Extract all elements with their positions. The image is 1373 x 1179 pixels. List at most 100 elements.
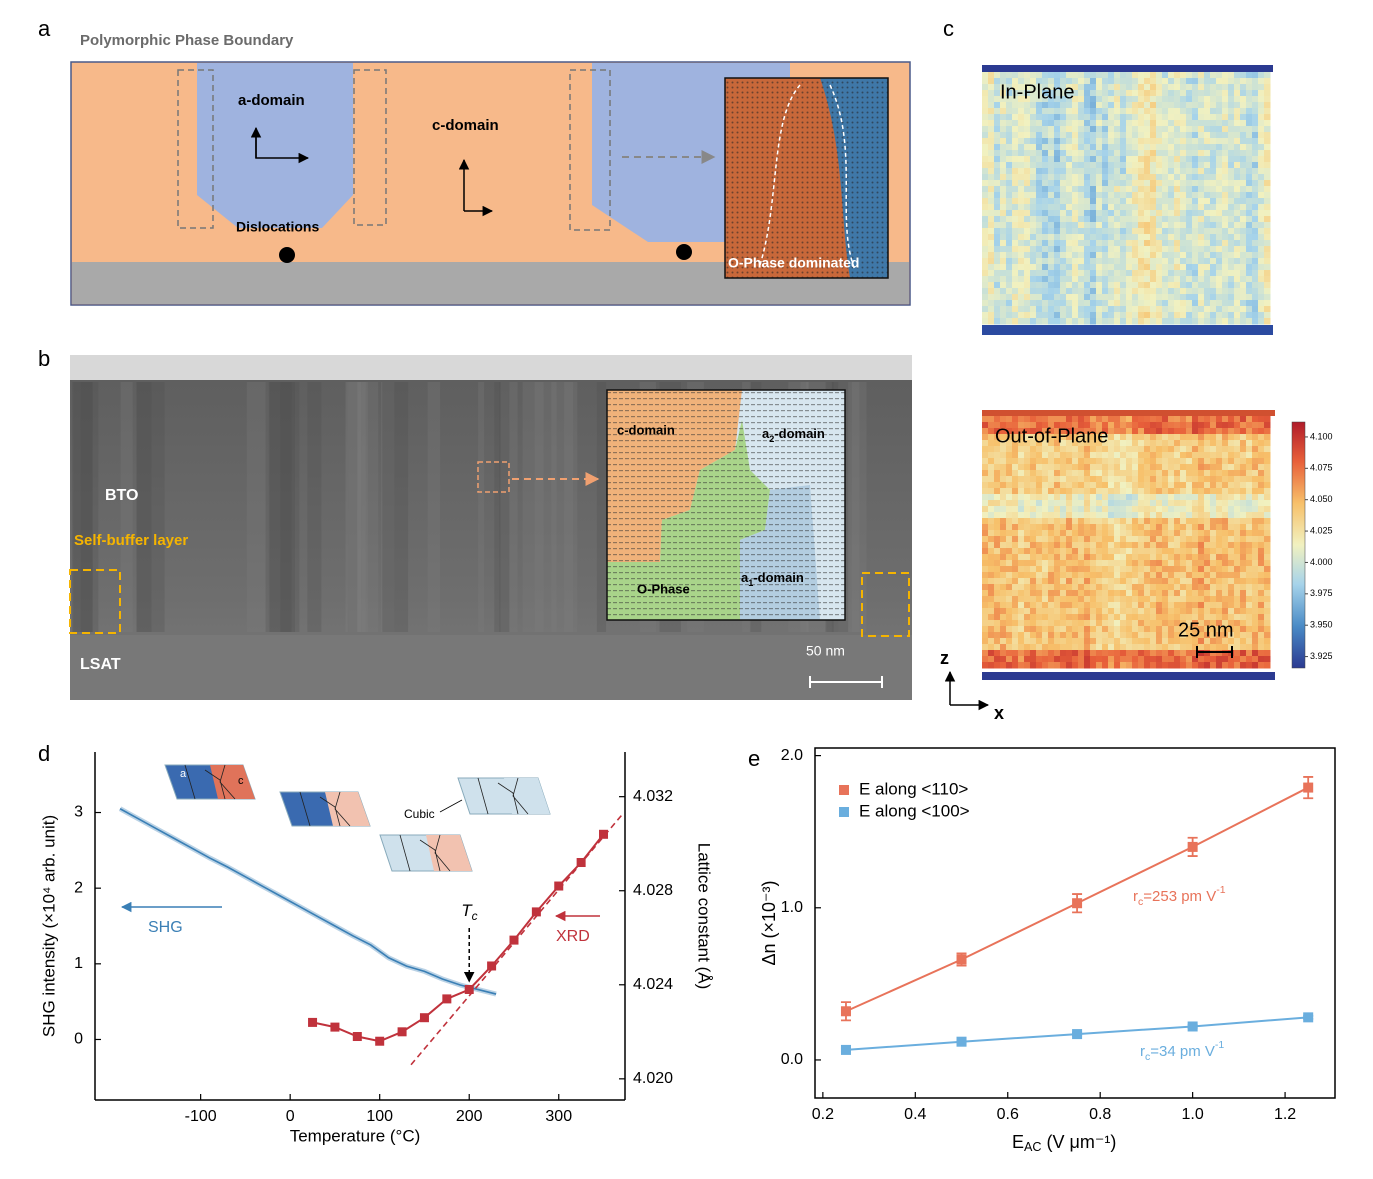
heatmap-cell bbox=[1144, 596, 1151, 603]
heatmap-cell bbox=[1144, 240, 1151, 247]
heatmap-cell bbox=[1252, 294, 1259, 301]
heatmap-cell bbox=[1198, 72, 1205, 79]
heatmap-cell bbox=[982, 216, 989, 223]
heatmap-cell bbox=[1198, 300, 1205, 307]
heatmap-cell bbox=[1168, 494, 1175, 501]
heatmap-cell bbox=[1234, 440, 1241, 447]
heatmap-cell bbox=[1234, 530, 1241, 537]
heatmap-cell bbox=[1138, 96, 1145, 103]
heatmap-cell bbox=[1084, 222, 1091, 229]
heatmap-cell bbox=[1072, 90, 1079, 97]
heatmap-cell bbox=[1168, 428, 1175, 435]
heatmap-cell bbox=[1162, 494, 1169, 501]
heatmap-cell bbox=[1096, 536, 1103, 543]
heatmap-cell bbox=[1228, 282, 1235, 289]
heatmap-cell bbox=[1030, 656, 1037, 663]
heatmap-cell bbox=[1198, 434, 1205, 441]
heatmap-cell bbox=[1264, 458, 1271, 465]
heatmap-cell bbox=[1072, 138, 1079, 145]
heatmap-cell bbox=[1192, 638, 1199, 645]
heatmap-cell bbox=[1114, 96, 1121, 103]
heatmap-cell bbox=[1090, 180, 1097, 187]
colorbar-tick-label: 4.050 bbox=[1310, 494, 1333, 504]
heatmap-cell bbox=[1084, 84, 1091, 91]
heatmap-cell bbox=[1162, 96, 1169, 103]
heatmap-cell bbox=[982, 578, 989, 585]
heatmap-cell bbox=[1102, 416, 1109, 423]
heatmap-cell bbox=[1228, 318, 1235, 325]
heatmap-cell bbox=[1108, 500, 1115, 507]
heatmap-cell bbox=[1258, 168, 1265, 175]
heatmap-cell bbox=[1114, 150, 1121, 157]
heatmap-cell bbox=[1066, 210, 1073, 217]
heatmap-cell bbox=[1186, 270, 1193, 277]
heatmap-cell bbox=[1018, 150, 1025, 157]
heatmap-cell bbox=[1150, 572, 1157, 579]
heatmap-cell bbox=[1114, 632, 1121, 639]
heatmap-cell bbox=[1000, 626, 1007, 633]
heatmap-cell bbox=[1072, 156, 1079, 163]
heatmap-cell bbox=[1204, 78, 1211, 85]
heatmap-cell bbox=[1036, 434, 1043, 441]
heatmap-cell bbox=[1180, 596, 1187, 603]
heatmap-cell bbox=[982, 288, 989, 295]
heatmap-cell bbox=[1210, 506, 1217, 513]
heatmap-cell bbox=[988, 144, 995, 151]
heatmap-cell bbox=[1012, 626, 1019, 633]
heatmap-cell bbox=[1060, 548, 1067, 555]
heatmap-cell bbox=[1150, 482, 1157, 489]
heatmap-cell bbox=[1072, 458, 1079, 465]
heatmap-cell bbox=[1156, 554, 1163, 561]
heatmap-cell bbox=[1114, 180, 1121, 187]
heatmap-cell bbox=[982, 434, 989, 441]
heatmap-cell bbox=[1090, 246, 1097, 253]
heatmap-cell bbox=[1120, 554, 1127, 561]
heatmap-cell bbox=[1210, 536, 1217, 543]
heatmap-cell bbox=[1126, 458, 1133, 465]
heatmap-cell bbox=[1114, 572, 1121, 579]
heatmap-cell bbox=[1018, 144, 1025, 151]
heatmap-cell bbox=[1126, 620, 1133, 627]
text-part: r bbox=[1140, 1043, 1145, 1060]
heatmap-cell bbox=[1132, 524, 1139, 531]
heatmap-cell bbox=[982, 96, 989, 103]
heatmap-cell bbox=[1120, 572, 1127, 579]
heatmap-cell bbox=[1252, 440, 1259, 447]
heatmap-cell bbox=[1186, 180, 1193, 187]
heatmap-cell bbox=[1156, 222, 1163, 229]
heatmap-cell bbox=[1060, 428, 1067, 435]
heatmap-cell bbox=[1228, 512, 1235, 519]
heatmap-cell bbox=[1192, 446, 1199, 453]
heatmap-cell bbox=[1144, 620, 1151, 627]
heatmap-cell bbox=[1090, 596, 1097, 603]
heatmap-cell bbox=[1252, 282, 1259, 289]
heatmap-cell bbox=[1144, 458, 1151, 465]
heatmap-cell bbox=[1222, 246, 1229, 253]
heatmap-cell bbox=[1228, 530, 1235, 537]
heatmap-cell bbox=[1246, 506, 1253, 513]
heatmap-cell bbox=[1186, 198, 1193, 205]
heatmap-cell bbox=[1060, 258, 1067, 265]
heatmap-cell bbox=[1174, 458, 1181, 465]
heatmap-cell bbox=[1000, 144, 1007, 151]
heatmap-cell bbox=[1036, 108, 1043, 115]
heatmap-cell bbox=[1204, 578, 1211, 585]
heatmap-cell bbox=[1222, 168, 1229, 175]
heatmap-cell bbox=[1144, 294, 1151, 301]
heatmap-cell bbox=[1168, 566, 1175, 573]
heatmap-cell bbox=[1162, 198, 1169, 205]
heatmap-cell bbox=[1012, 452, 1019, 459]
heatmap-cell bbox=[1042, 464, 1049, 471]
heatmap-cell bbox=[1168, 84, 1175, 91]
heatmap-cell bbox=[1168, 638, 1175, 645]
heatmap-cell bbox=[1186, 554, 1193, 561]
heatmap-cell bbox=[1054, 656, 1061, 663]
heatmap-cell bbox=[1090, 452, 1097, 459]
heatmap-cell bbox=[1102, 512, 1109, 519]
heatmap-cell bbox=[1108, 90, 1115, 97]
heatmap-cell bbox=[1234, 252, 1241, 259]
heatmap-cell bbox=[1156, 536, 1163, 543]
heatmap-cell bbox=[1240, 476, 1247, 483]
heatmap-cell bbox=[1156, 452, 1163, 459]
heatmap-cell bbox=[1258, 458, 1265, 465]
